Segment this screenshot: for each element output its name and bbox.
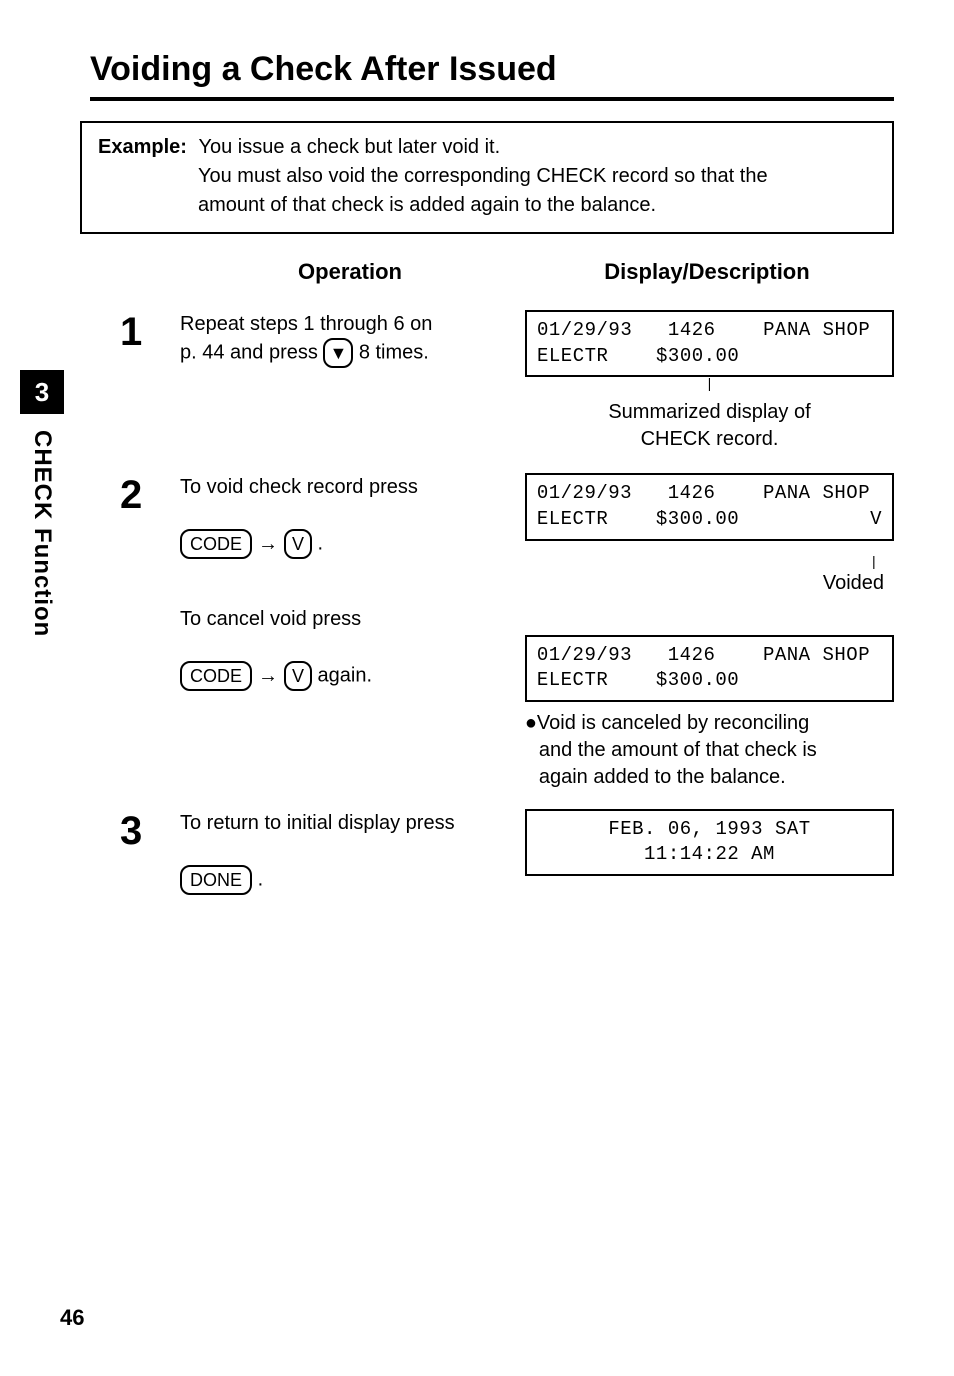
step-3-operation: To return to initial display press DONE … — [180, 809, 525, 895]
chapter-side-label: CHECK Function — [28, 430, 56, 637]
display-3-row2: 11:14:22 AM — [537, 842, 882, 868]
display-header: Display/Description — [520, 259, 894, 285]
step-2-opA-text: To void check record press — [180, 476, 418, 498]
display-2b-row2: ELECTR $300.00 — [537, 668, 882, 694]
example-box: Example: You issue a check but later voi… — [80, 121, 894, 234]
display-box-3: FEB. 06, 1993 SAT 11:14:22 AM — [525, 809, 894, 876]
display-1-row1: 01/29/93 1426 PANA SHOP — [537, 318, 882, 344]
step-2-display: 01/29/93 1426 PANA SHOP ELECTR $300.00 V… — [525, 473, 894, 791]
display-1-caption: Summarized display of CHECK record. — [555, 399, 864, 453]
example-text-1: You issue a check but later void it. — [193, 136, 501, 158]
step-1-op-line2a: p. 44 and press — [180, 341, 323, 363]
step-3-number: 3 — [120, 809, 180, 895]
page-number: 46 — [60, 1305, 84, 1331]
step-2-opB-tail: again. — [312, 665, 372, 687]
step-2-operation: To void check record press CODE→V . To c… — [180, 473, 525, 791]
display-1-caption-2: CHECK record. — [641, 428, 779, 450]
step-1-op-line1: Repeat steps 1 through 6 on — [180, 313, 432, 335]
v-key: V — [284, 529, 312, 559]
step-3-display: FEB. 06, 1993 SAT 11:14:22 AM — [525, 809, 894, 895]
voided-label: | Voided — [525, 549, 894, 595]
step-2: 2 To void check record press CODE→V . To… — [120, 473, 894, 791]
step-2-op-b: To cancel void press CODE→V again. — [180, 605, 525, 691]
down-arrow-key: ▼ — [323, 338, 353, 368]
step-1-op-line2b: 8 times. — [353, 341, 429, 363]
step-2-op-a: To void check record press CODE→V . — [180, 473, 525, 559]
display-1-tick: | — [525, 377, 894, 393]
page-title: Voiding a Check After Issued — [90, 50, 894, 101]
example-text-3: amount of that check is added again to t… — [98, 191, 876, 220]
display-1-row2: ELECTR $300.00 — [537, 344, 882, 370]
display-box-1: 01/29/93 1426 PANA SHOP ELECTR $300.00 — [525, 310, 894, 377]
voided-text: Voided — [823, 572, 884, 594]
display-2a-row1: 01/29/93 1426 PANA SHOP — [537, 481, 882, 507]
operation-header: Operation — [180, 259, 520, 285]
step-2-opB-text: To cancel void press — [180, 608, 361, 630]
display-1-caption-1: Summarized display of — [608, 401, 810, 423]
note-line1: ●Void is canceled by reconciling — [525, 712, 809, 734]
display-2a-row2: ELECTR $300.00 V — [537, 507, 882, 533]
step-3: 3 To return to initial display press DON… — [120, 809, 894, 895]
display-2b-row1: 01/29/93 1426 PANA SHOP — [537, 643, 882, 669]
step-1: 1 Repeat steps 1 through 6 on p. 44 and … — [120, 310, 894, 453]
step-2-number: 2 — [120, 473, 180, 791]
example-label: Example: — [98, 136, 187, 158]
display-box-2b: 01/29/93 1426 PANA SHOP ELECTR $300.00 — [525, 635, 894, 702]
display-3-row1: FEB. 06, 1993 SAT — [537, 817, 882, 843]
column-headers: Operation Display/Description — [180, 259, 894, 285]
step-1-number: 1 — [120, 310, 180, 453]
note-line3: again added to the balance. — [539, 766, 786, 788]
step-1-display: 01/29/93 1426 PANA SHOP ELECTR $300.00 |… — [525, 310, 894, 453]
note-line2: and the amount of that check is — [539, 739, 817, 761]
code-key-2: CODE — [180, 661, 252, 691]
code-key: CODE — [180, 529, 252, 559]
void-cancel-note: ●Void is canceled by reconciling and the… — [525, 710, 894, 791]
step-1-operation: Repeat steps 1 through 6 on p. 44 and pr… — [180, 310, 525, 453]
step-3-op-line1: To return to initial display press — [180, 812, 455, 834]
example-text-2: You must also void the corresponding CHE… — [98, 162, 876, 191]
chapter-tab: 3 — [20, 370, 64, 414]
done-key: DONE — [180, 865, 252, 895]
v-key-2: V — [284, 661, 312, 691]
arrow-icon-2: → — [252, 662, 284, 690]
arrow-icon: → — [252, 530, 284, 558]
display-box-2a: 01/29/93 1426 PANA SHOP ELECTR $300.00 V — [525, 473, 894, 540]
